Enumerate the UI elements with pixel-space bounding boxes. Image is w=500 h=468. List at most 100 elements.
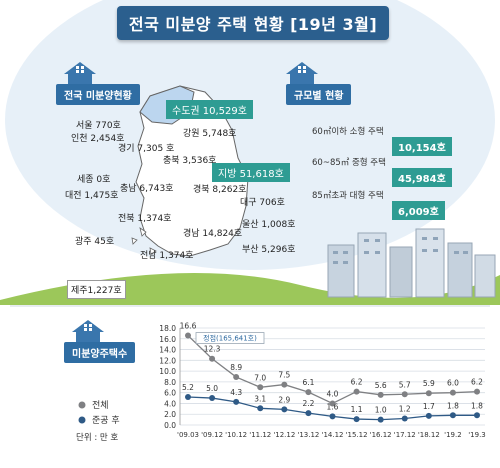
legend-label: 전체 xyxy=(92,400,109,411)
region-gwangju: 광주 45호 xyxy=(75,237,115,247)
completed-point xyxy=(185,393,191,400)
size-medium-label: 60~85㎡ 중형 주택 xyxy=(312,158,386,168)
size-small-value: 10,154호 xyxy=(392,137,452,156)
completed-data-label: 1.2 xyxy=(399,405,411,414)
y-tick-label: 18.0 xyxy=(159,324,176,333)
size-small-label: 60㎡이하 소형 주택 xyxy=(312,127,384,137)
legend-marker xyxy=(78,401,86,409)
total-data-label: 6.2 xyxy=(471,378,483,387)
house-icon xyxy=(286,62,318,84)
region-ulsan: 울산 1,008호 xyxy=(242,220,296,230)
x-tick-label: '13.12 xyxy=(297,431,319,439)
region-daejeon: 대전 1,475호 xyxy=(65,191,119,201)
peak-annotation-box xyxy=(195,332,265,344)
x-tick-label: '16.12 xyxy=(370,431,392,439)
region-gangwon: 강원 5,748호 xyxy=(183,129,237,139)
total-point xyxy=(185,332,191,339)
completed-data-label: 5.2 xyxy=(182,383,194,392)
total-data-label: 5.6 xyxy=(375,381,387,390)
x-tick-label: '09.12 xyxy=(201,431,223,439)
completed-data-label: 1.0 xyxy=(375,406,387,415)
divider xyxy=(10,305,490,307)
completed-data-label: 3.1 xyxy=(254,394,266,403)
total-point xyxy=(425,390,432,397)
total-point xyxy=(449,389,456,396)
completed-point xyxy=(353,416,360,423)
completed-data-label: 5.0 xyxy=(206,384,218,393)
y-axis: 0.0 2.0 4.06.0 8.0 10.0 12.014.0 16.0 18.0 xyxy=(159,324,176,430)
completed-data-label: 1.6 xyxy=(327,402,339,411)
total-data-label: 6.2 xyxy=(351,378,363,387)
capital-region-tag: 수도권 10,529호 xyxy=(166,100,253,119)
x-tick-label: '11.12 xyxy=(249,431,271,439)
region-seoul: 서울 770호 xyxy=(76,121,121,131)
total-point xyxy=(233,374,240,381)
completed-point xyxy=(329,413,336,420)
total-data-label: 8.9 xyxy=(230,363,242,372)
total-data-label: 6.0 xyxy=(447,379,459,388)
x-tick-label: '10.12 xyxy=(225,431,247,439)
region-chungbuk: 충북 3,536호 xyxy=(163,156,217,166)
total-data-label: 5.9 xyxy=(423,379,435,388)
completed-point xyxy=(401,415,408,422)
region-daegu: 대구 706호 xyxy=(240,198,285,208)
provincial-region-tag: 지방 51,618호 xyxy=(212,163,290,182)
x-tick-label: '19.2 xyxy=(444,431,462,439)
peak-annotation: 정점(165,641호) xyxy=(203,334,257,343)
section-national-label: 전국 미분양현황 xyxy=(56,84,140,105)
x-axis: '09.03'09.12'10.12'11.12'12.12'13.12'14.… xyxy=(177,431,486,439)
completed-data-label: 1.7 xyxy=(423,402,435,411)
total-point xyxy=(329,400,336,407)
completed-data-label: 2.2 xyxy=(302,399,314,408)
y-tick-label: 8.0 xyxy=(164,378,176,387)
section-size-label: 규모별 현황 xyxy=(286,84,352,105)
total-data-label: 5.7 xyxy=(399,380,411,389)
completed-data-label: 2.9 xyxy=(278,395,290,404)
y-tick-label: 10.0 xyxy=(159,367,176,376)
y-tick-label: 4.0 xyxy=(164,399,176,408)
completed-point xyxy=(377,416,384,423)
region-gyeongbuk: 경북 8,262호 xyxy=(193,185,247,195)
y-tick-label: 14.0 xyxy=(159,346,176,355)
size-medium-value: 45,984호 xyxy=(392,168,452,187)
total-data-label: 7.0 xyxy=(254,373,266,382)
completed-point xyxy=(281,406,288,413)
line-chart: 0.02.04.06.08.010.012.014.016.018.0 '09.… xyxy=(76,322,486,443)
data-labels: 16.6 12.3 8.9 7.0 7.5 6.1 4.0 6.2 5.6 5.7 5.9 6.0 6.… xyxy=(180,322,484,415)
completed-point xyxy=(474,412,480,419)
legend-label: 준공 후 xyxy=(92,415,120,426)
total-point xyxy=(281,381,288,388)
completed-point xyxy=(449,412,456,419)
total-data-label: 6.1 xyxy=(302,378,314,387)
total-point xyxy=(401,391,408,398)
page-title: 전국 미분양 주택 현황 [19년 3월] xyxy=(117,6,389,40)
x-tick-label: '19.3 xyxy=(468,431,486,439)
apartment-buildings-illustration xyxy=(327,228,496,298)
series-completed xyxy=(185,393,480,423)
house-icon xyxy=(72,320,104,342)
total-data-label: 16.6 xyxy=(180,322,197,331)
y-tick-label: 0.0 xyxy=(164,421,176,430)
completed-point xyxy=(257,405,264,412)
unit-label: 단위 : 만 호 xyxy=(76,432,118,443)
completed-data-label: 1.1 xyxy=(351,405,363,414)
region-sejong: 세종 0호 xyxy=(77,175,111,185)
total-point xyxy=(209,355,216,362)
total-data-label: 12.3 xyxy=(204,345,221,354)
total-point xyxy=(474,388,480,395)
y-tick-label: 2.0 xyxy=(164,410,176,419)
y-tick-label: 16.0 xyxy=(159,335,176,344)
section-count-label: 미분양주택수 xyxy=(64,342,136,363)
x-tick-label: '15.12 xyxy=(346,431,368,439)
completed-point xyxy=(233,398,240,405)
total-data-label: 7.5 xyxy=(278,371,290,380)
y-tick-label: 12.0 xyxy=(159,356,176,365)
completed-data-label: 1.8 xyxy=(447,401,459,410)
total-point xyxy=(257,384,264,391)
legend-marker xyxy=(78,416,86,424)
x-tick-label: '17.12 xyxy=(394,431,416,439)
total-point xyxy=(353,388,360,395)
completed-point xyxy=(305,410,312,417)
y-tick-label: 6.0 xyxy=(164,389,176,398)
